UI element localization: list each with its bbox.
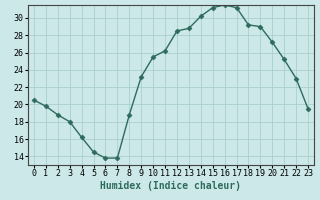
X-axis label: Humidex (Indice chaleur): Humidex (Indice chaleur) <box>100 181 242 191</box>
